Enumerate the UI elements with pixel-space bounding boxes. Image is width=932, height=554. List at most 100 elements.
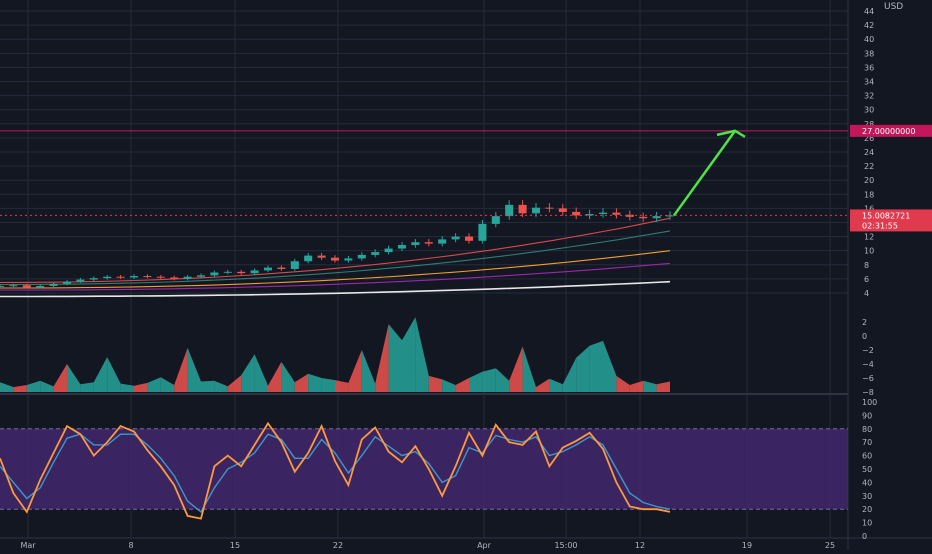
oscillator-area [469,371,483,392]
stochastic-pane[interactable] [0,421,848,520]
oscillator-area [656,381,670,392]
price-tick: 28 [864,120,874,129]
candle [371,252,380,255]
oscillator-area [576,345,590,392]
candle [116,276,125,278]
candle [424,242,433,244]
oscillator-tick: −4 [862,360,874,369]
resistance-badge-text: 27.00000000 [862,127,915,136]
oscillator-area [241,354,255,392]
candle [290,261,299,269]
oscillator-area [120,383,134,392]
stochastic-tick: 30 [862,492,872,501]
oscillator-area [495,368,510,392]
oscillator-tick: 2 [862,318,867,327]
time-tick: Mar [20,541,36,550]
time-tick: 8 [128,541,133,550]
target-arrow [672,130,737,217]
candle [196,275,206,277]
oscillator-area [536,378,550,392]
stochastic-tick: 0 [862,532,867,541]
oscillator-area [428,375,443,392]
oscillator-area [603,340,617,392]
axes: USD4442403836343230282624222018161412108… [20,2,932,550]
price-tick: 44 [864,7,874,16]
price-tick: 10 [864,247,874,256]
candle [531,207,541,214]
candle [598,212,608,215]
stochastic-band [0,428,848,510]
oscillator-area [107,357,121,392]
price-tick: 40 [864,35,874,44]
price-tick: 36 [864,63,874,72]
candle [558,208,567,212]
price-tick: 8 [864,261,869,270]
price-tick: 4 [864,289,869,298]
price-pane[interactable] [0,129,848,298]
target-arrow-head [716,129,746,138]
oscillator-area [361,350,376,392]
candle [76,279,85,282]
oscillator-area [549,378,563,392]
oscillator-area [134,382,148,392]
candle [9,285,18,287]
stochastic-tick: 90 [862,411,872,420]
oscillator-area [522,346,536,392]
stochastic-tick: 100 [862,398,877,407]
candle [478,223,487,241]
currency-label: USD [884,2,903,12]
candle [344,258,353,261]
stochastic-tick: 50 [862,465,872,474]
candle [263,267,273,271]
candle [89,278,98,280]
price-tick: 30 [864,106,874,115]
oscillator-area [147,377,161,392]
stochastic-tick: 80 [862,425,872,434]
candle [237,271,246,274]
oscillator-area [187,347,201,392]
oscillator-area [415,317,429,392]
candle [250,270,259,274]
oscillator-area [402,317,416,392]
price-tick: 26 [864,134,874,143]
oscillator-area [321,378,335,392]
stochastic-tick: 70 [862,438,872,447]
candle [330,257,340,261]
oscillator-area [375,324,389,392]
oscillator-area [308,373,322,392]
candle [304,255,313,262]
oscillator-pane[interactable] [0,317,670,392]
oscillator-area [348,350,362,392]
candle [585,214,594,216]
candle [384,248,393,253]
oscillator-area [26,380,41,392]
candle [639,216,648,219]
oscillator-area [93,357,108,392]
oscillator-area [482,368,496,392]
stochastic-tick: 10 [862,519,872,528]
moving-average-red [0,217,671,283]
candle [22,285,31,288]
candle [397,245,407,249]
price-tick: 38 [864,49,874,58]
price-tick: 42 [864,21,874,30]
moving-average-orange [0,250,671,289]
price-tick: 6 [864,275,869,284]
price-badge-text: 15.0082721 [862,211,910,220]
candle [277,267,286,269]
oscillator-area [335,380,349,392]
candle [545,207,554,209]
oscillator-area [0,382,14,392]
candle [411,242,420,246]
moving-average-white [0,280,671,298]
candle [103,276,112,279]
time-tick: 22 [333,541,343,550]
time-tick: 15:00 [554,541,577,550]
stochastic-tick: 60 [862,452,872,461]
oscillator-area [13,385,27,392]
oscillator-tick: −2 [862,346,874,355]
candle [625,214,634,217]
